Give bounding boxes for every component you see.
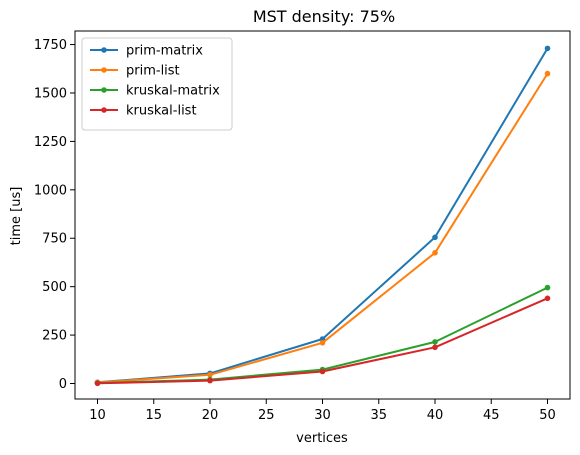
- legend-label-prim-matrix: prim-matrix: [126, 44, 203, 59]
- data-point-prim-list-20: [207, 372, 213, 378]
- legend-marker-kruskal-list: [101, 107, 107, 113]
- chart-title: MST density: 75%: [253, 7, 395, 26]
- y-tick-label: 750: [42, 232, 67, 247]
- data-point-prim-matrix-40: [432, 234, 438, 241]
- x-tick-label: 15: [145, 408, 162, 423]
- data-point-kruskal-list-40: [432, 344, 438, 351]
- y-axis-label: time [us]: [9, 187, 24, 246]
- legend-label-prim-list: prim-list: [126, 64, 180, 79]
- x-axis: 10 15 20 25 30 35 40 45 50: [89, 399, 556, 423]
- data-point-prim-list-30: [319, 340, 326, 346]
- y-tick-label: 1000: [34, 183, 67, 198]
- y-tick-label: 500: [42, 280, 67, 295]
- x-axis-label: vertices: [296, 431, 348, 446]
- x-tick-label: 10: [89, 408, 106, 423]
- data-point-kruskal-matrix-40: [432, 339, 438, 345]
- legend-marker-prim-list: [101, 67, 107, 73]
- legend-label-kruskal-matrix: kruskal-matrix: [126, 84, 220, 99]
- x-tick-label: 20: [202, 408, 219, 423]
- plot-area: [94, 45, 551, 387]
- y-tick-label: 1750: [34, 38, 67, 53]
- y-tick-label: 250: [42, 329, 67, 344]
- x-tick-label: 50: [539, 408, 556, 423]
- y-axis: 0 250 500 750 1000 1250 1500 1750: [34, 38, 75, 392]
- data-point-prim-matrix-50: [544, 45, 551, 52]
- x-tick-label: 45: [483, 408, 500, 423]
- y-tick-label: 1250: [34, 135, 67, 150]
- legend-label-kruskal-list: kruskal-list: [126, 104, 197, 119]
- x-tick-label: 25: [258, 408, 275, 423]
- data-point-kruskal-list-10: [94, 380, 101, 387]
- data-point-kruskal-list-50: [544, 295, 551, 302]
- y-tick-label: 1500: [34, 86, 67, 101]
- x-tick-label: 40: [427, 408, 444, 423]
- data-point-kruskal-list-30: [319, 368, 326, 375]
- data-point-kruskal-matrix-50: [544, 284, 551, 291]
- data-point-prim-list-50: [544, 70, 551, 77]
- x-tick-label: 30: [314, 408, 331, 423]
- legend-box: [81, 37, 233, 131]
- x-tick-label: 35: [370, 408, 387, 423]
- legend-marker-kruskal-matrix: [101, 87, 107, 93]
- data-point-prim-list-40: [432, 250, 438, 256]
- data-point-kruskal-list-20: [207, 377, 213, 384]
- legend: prim-matrix prim-list kruskal-matrix kruska…: [81, 37, 233, 131]
- legend-marker-prim-matrix: [101, 47, 107, 53]
- y-tick-label: 0: [59, 377, 67, 392]
